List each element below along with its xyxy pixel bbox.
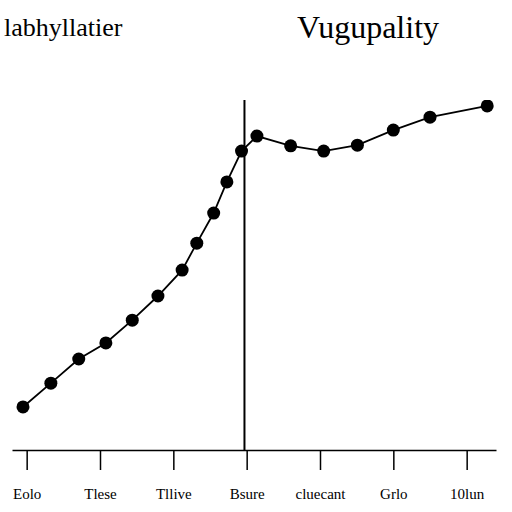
point bbox=[17, 400, 30, 413]
x-tick: cluecant bbox=[296, 450, 347, 502]
x-tick: Grlo bbox=[380, 450, 408, 502]
x-tick-mark bbox=[173, 450, 175, 470]
point bbox=[72, 353, 85, 366]
point bbox=[190, 237, 203, 250]
x-tick: Tlese bbox=[84, 450, 117, 502]
x-tick: Eolo bbox=[13, 450, 41, 502]
x-tick: Bsure bbox=[230, 450, 265, 502]
x-tick-mark bbox=[320, 450, 322, 470]
line bbox=[23, 106, 487, 407]
point bbox=[387, 124, 400, 137]
point bbox=[351, 139, 364, 152]
point bbox=[250, 130, 263, 143]
plot: Eolo Tlese Tllive Bsure cluecant Grlo 10lun bbox=[13, 99, 497, 501]
point bbox=[424, 111, 437, 124]
point bbox=[99, 336, 112, 349]
title: labhyllatier bbox=[4, 13, 123, 42]
point bbox=[481, 100, 494, 112]
point bbox=[44, 377, 57, 390]
x-tick-label: Tllive bbox=[156, 486, 192, 502]
point bbox=[220, 175, 233, 188]
x-tick-mark bbox=[393, 450, 395, 470]
x-tick-mark bbox=[246, 450, 248, 470]
point bbox=[207, 207, 220, 220]
x-tick-mark bbox=[466, 450, 468, 470]
x-tick: Tllive bbox=[156, 450, 192, 502]
x-tick-label: Grlo bbox=[380, 486, 408, 502]
point bbox=[235, 145, 248, 158]
x-tick-mark bbox=[100, 450, 102, 470]
x-tick-mark bbox=[26, 450, 28, 470]
subtitle: Vugupality bbox=[297, 9, 439, 45]
point bbox=[284, 139, 297, 152]
x-tick: 10lun bbox=[450, 450, 485, 502]
x-axis: Eolo Tlese Tllive Bsure cluecant Grlo 10lun bbox=[13, 450, 497, 502]
point bbox=[317, 145, 330, 158]
x-tick-label: Tlese bbox=[84, 486, 117, 502]
x-tick-label: 10lun bbox=[450, 486, 485, 502]
point bbox=[176, 264, 189, 277]
point bbox=[151, 290, 164, 303]
point bbox=[126, 314, 139, 327]
x-tick-label: cluecant bbox=[296, 486, 347, 502]
chart: labhyllatier Vugupality Eolo Tlese Tllive Bsu… bbox=[0, 0, 512, 512]
x-tick-label: Eolo bbox=[13, 486, 41, 502]
x-axis-line bbox=[13, 450, 497, 452]
x-tick-label: Bsure bbox=[230, 486, 265, 502]
marks bbox=[17, 100, 494, 413]
